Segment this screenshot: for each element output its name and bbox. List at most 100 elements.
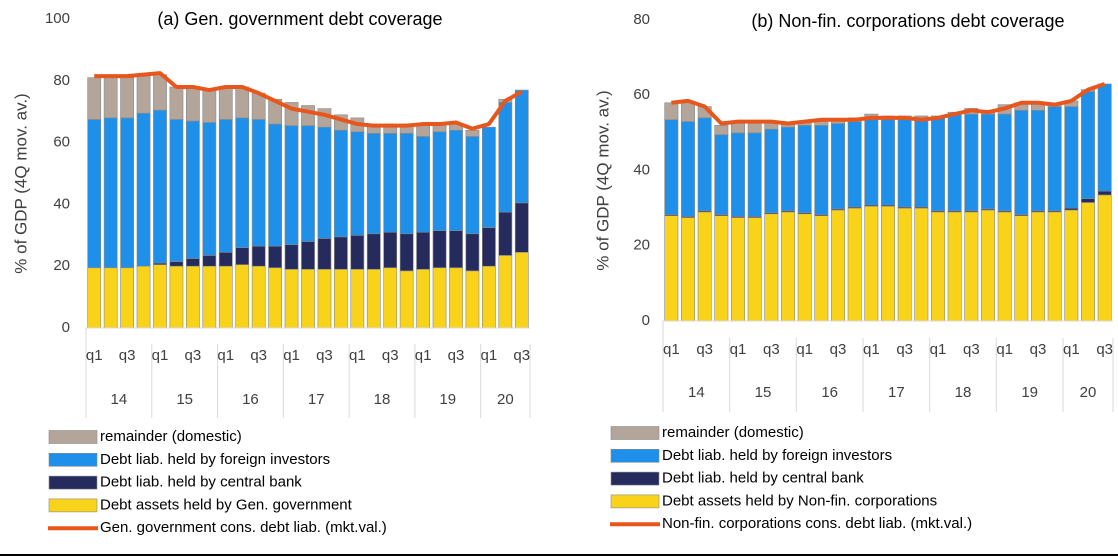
bar-segment	[169, 261, 184, 267]
x-tick-label: q1	[283, 347, 300, 364]
bar-segment	[947, 211, 962, 322]
bar-segment	[153, 109, 167, 264]
bar-segment	[136, 75, 151, 114]
bar-segment	[235, 117, 250, 248]
bar-segment	[781, 211, 795, 322]
bar-segment	[268, 267, 282, 329]
x-tick-label: q1	[730, 341, 747, 358]
legend-label: remainder (domestic)	[100, 428, 242, 445]
bar-segment	[747, 132, 762, 217]
bar-segment	[498, 102, 513, 213]
bar-segment	[681, 217, 695, 322]
bar-segment	[664, 102, 679, 121]
group-label: 19	[1021, 384, 1038, 401]
bar-segment	[465, 136, 480, 235]
bar-segment	[697, 211, 712, 322]
bar-segment	[169, 86, 184, 120]
bar-segment	[218, 119, 233, 253]
bar-segment	[383, 267, 398, 329]
group-label: 16	[242, 391, 259, 408]
bar-segment	[383, 133, 398, 233]
bar-segment	[202, 265, 217, 329]
bar-segment	[186, 265, 200, 329]
legend-label: Debt liab. held by foreign investors	[662, 447, 892, 464]
x-tick-label: q3	[763, 341, 780, 358]
x-tick-label: q3	[382, 347, 399, 364]
bar-segment	[847, 121, 862, 208]
bar-segment	[218, 251, 233, 267]
bar-segment	[482, 265, 496, 329]
legend-swatch	[48, 430, 98, 444]
bar-segment	[1081, 91, 1095, 200]
bar-segment	[350, 268, 365, 329]
bar-segment	[284, 268, 299, 329]
bar-segment	[202, 89, 217, 123]
bar-segment	[334, 129, 348, 238]
bar-segment	[432, 267, 447, 329]
bar-segment	[268, 245, 282, 269]
bar-segment	[1047, 211, 1062, 322]
group-label: 20	[497, 391, 514, 408]
bar-segment	[1014, 215, 1029, 322]
bar-segment	[897, 117, 912, 208]
bar-segment	[714, 134, 729, 215]
bar-segment	[731, 217, 745, 322]
bar-segment	[186, 86, 200, 122]
group-label: 20	[1080, 384, 1097, 401]
bar-segment	[498, 211, 513, 256]
legend-label: Non-fin. corporations cons. debt liab. (…	[662, 515, 972, 532]
group-label: 18	[374, 391, 391, 408]
bar-segment	[697, 117, 712, 212]
bar-segment	[399, 270, 414, 329]
bar-segment	[781, 126, 795, 212]
bar-segment	[814, 215, 829, 322]
legend-label: Debt assets held by Gen. government	[100, 496, 353, 513]
x-tick-label: q3	[513, 347, 530, 364]
bar-segment	[301, 268, 315, 329]
group-label: 18	[955, 384, 972, 401]
bar-segment	[864, 205, 879, 322]
y-tick-label: 0	[62, 319, 70, 336]
bar-segment	[1081, 202, 1095, 322]
bar-segment	[235, 264, 250, 329]
bar-segment	[449, 267, 463, 329]
bar-segment	[301, 105, 315, 126]
y-tick-label: 40	[633, 161, 650, 178]
bar-segment	[186, 258, 200, 267]
bar-segment	[153, 74, 167, 111]
y-tick-label: 100	[45, 10, 70, 27]
bar-segment	[465, 270, 480, 329]
bar-segment	[235, 86, 250, 119]
bar-segment	[136, 265, 151, 329]
legend-swatch	[610, 426, 660, 440]
bar-segment	[449, 129, 463, 231]
bar-segment	[482, 126, 496, 228]
bar-segment	[218, 265, 233, 329]
x-tick-label: q3	[1096, 341, 1113, 358]
x-tick-label: q3	[448, 347, 465, 364]
bar-segment	[169, 119, 184, 262]
bar-segment	[334, 268, 348, 329]
bar-segment	[366, 133, 381, 235]
group-label: 17	[308, 391, 325, 408]
bar-segment	[1097, 194, 1112, 322]
bar-segment	[317, 126, 332, 239]
bar-segment	[251, 245, 266, 267]
x-tick-label: q1	[217, 347, 234, 364]
bar-segment	[317, 268, 332, 329]
chart-title: (b) Non-fin. corporations debt coverage	[751, 11, 1064, 31]
x-tick-label: q1	[86, 347, 103, 364]
bar-segment	[814, 125, 829, 215]
legend-swatch	[610, 471, 660, 486]
bar-segment	[964, 113, 979, 212]
bar-segment	[350, 131, 365, 236]
x-tick-label: q3	[896, 341, 913, 358]
x-tick-label: q1	[415, 347, 432, 364]
line-series	[671, 82, 1106, 126]
bar-segment	[284, 125, 299, 245]
line-series	[94, 71, 523, 131]
legend-label: remainder (domestic)	[662, 424, 804, 441]
chart-title: (a) Gen. government debt coverage	[157, 9, 442, 29]
bar-segment	[87, 77, 102, 120]
